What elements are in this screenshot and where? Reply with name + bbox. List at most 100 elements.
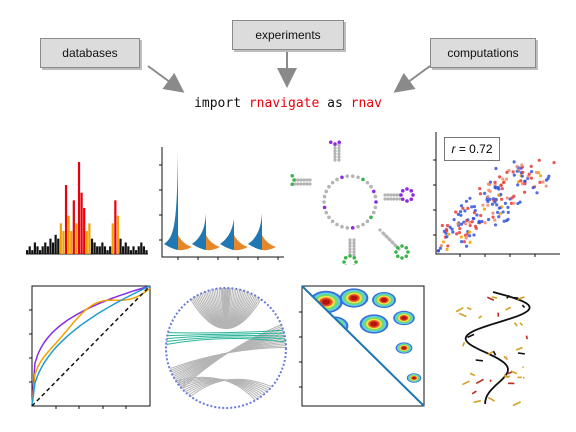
- scatter-point: [488, 180, 493, 184]
- scatter-point: [498, 175, 502, 179]
- scatter-point: [499, 197, 504, 201]
- profile-bar: [59, 223, 62, 254]
- rna-base: [515, 346, 523, 351]
- nucleotide: [296, 182, 300, 186]
- nucleotide: [384, 234, 388, 238]
- scatter-point: [515, 164, 519, 169]
- rna-base: [503, 374, 510, 379]
- scatter-point: [441, 240, 446, 244]
- loop-nucleotide: [348, 254, 352, 258]
- scatter-point: [464, 244, 469, 248]
- scatter-point: [522, 190, 527, 194]
- loop-nucleotide: [394, 250, 398, 254]
- scatter-point: [521, 170, 525, 174]
- scatter-point: [505, 170, 509, 174]
- nucleotide: [369, 215, 373, 220]
- scatter-point: [493, 218, 497, 222]
- nucleotide: [296, 178, 300, 182]
- scatter-point: [464, 222, 468, 226]
- scatter-point: [479, 213, 483, 218]
- nucleotide: [305, 182, 309, 186]
- roc-curve: [31, 285, 151, 407]
- nucleotide: [333, 152, 337, 156]
- import-statement: import rnavigate as rnav: [0, 96, 576, 111]
- arc: [166, 334, 285, 340]
- scatter-point: [488, 189, 492, 194]
- experiments-box: experiments: [232, 20, 344, 50]
- scatter-point: [468, 240, 472, 244]
- heatmap-diagonal: [301, 285, 425, 407]
- nucleotide: [352, 244, 356, 248]
- profile-bar: [103, 246, 107, 254]
- scatter-point: [440, 223, 444, 228]
- scatter-point: [497, 187, 501, 191]
- violin-axes: [161, 147, 284, 258]
- arc: [175, 376, 256, 401]
- profile-bar: [93, 242, 96, 254]
- scatter-point: [457, 231, 462, 235]
- profile-bar: [33, 242, 36, 254]
- scatter-point: [466, 206, 470, 210]
- rna-backbone: [464, 291, 531, 404]
- nucleotide: [337, 155, 341, 159]
- nucleotide: [356, 175, 360, 180]
- nucleotide: [333, 149, 337, 153]
- violin-ticks: [159, 164, 279, 260]
- scatter-point: [541, 180, 545, 184]
- nucleotide: [324, 189, 329, 194]
- rna-base: [462, 380, 470, 386]
- nucleotide: [348, 250, 352, 254]
- scatter-point: [512, 173, 516, 177]
- nucleotide: [369, 184, 373, 189]
- nucleotide: [330, 219, 335, 224]
- profile-bar: [85, 231, 88, 254]
- scatter-axes: [435, 132, 560, 255]
- profile-bar: [46, 246, 49, 254]
- scatter-ticks: [433, 159, 536, 257]
- scatter-point: [494, 166, 498, 171]
- scatter-point: [501, 177, 505, 181]
- nucleotide: [352, 247, 356, 251]
- rna-base: [517, 352, 525, 355]
- scatter-point: [483, 221, 487, 225]
- profile-bar: [101, 242, 104, 254]
- nucleotide: [345, 226, 350, 230]
- loop-nucleotide: [395, 254, 400, 259]
- roc-curve: [31, 287, 151, 407]
- nucleotide: [327, 184, 331, 189]
- scatter-point: [461, 206, 465, 210]
- profile-bar: [132, 246, 135, 254]
- loop-nucleotide: [405, 187, 409, 191]
- module-alias: rnav: [350, 96, 382, 111]
- roc-ticks: [29, 309, 127, 409]
- nucleotide: [337, 158, 341, 162]
- databases-box: databases: [40, 38, 140, 68]
- violin-left-half: [248, 213, 262, 250]
- scatter-point: [447, 232, 451, 236]
- rna-base: [467, 333, 475, 339]
- nucleotide: [299, 178, 303, 182]
- nucleotide: [293, 182, 297, 186]
- scatter-point: [468, 223, 472, 228]
- profile-bar: [106, 250, 109, 254]
- nucleotide: [333, 155, 337, 159]
- arc: [167, 332, 285, 337]
- rna-base: [491, 296, 498, 299]
- scatter-point: [499, 183, 503, 187]
- nucleotide: [337, 152, 341, 156]
- scatter-point: [512, 160, 516, 164]
- profile-bar: [44, 242, 47, 254]
- scatter-point: [459, 239, 464, 244]
- scatter-point: [436, 249, 440, 253]
- nucleotide: [352, 253, 356, 257]
- nucleotide: [348, 238, 352, 242]
- rna-base: [521, 304, 526, 309]
- nucleotide: [371, 189, 376, 194]
- loop-nucleotide: [395, 245, 400, 250]
- loop-nucleotide: [400, 197, 405, 202]
- roc-curve: [31, 285, 151, 407]
- rna-base: [507, 371, 512, 375]
- rna-base: [455, 307, 464, 313]
- scatter-point: [516, 183, 520, 187]
